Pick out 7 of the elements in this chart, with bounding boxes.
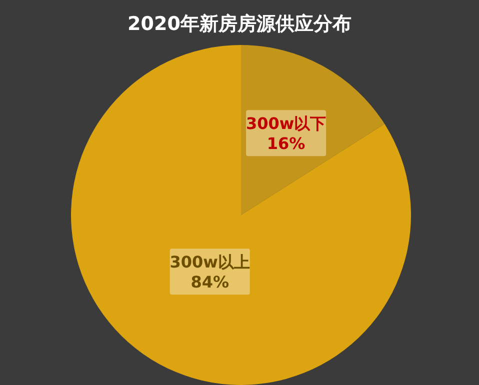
slice-label: 300w以上 (170, 252, 250, 272)
data-label: 16% (266, 134, 306, 154)
chart-title: 2020年新房房源供应分布 (128, 13, 352, 35)
pie-slice (71, 45, 411, 385)
data-label: 84% (190, 272, 230, 292)
pie-slice (241, 45, 385, 215)
slice-label: 300w以下 (246, 114, 326, 134)
